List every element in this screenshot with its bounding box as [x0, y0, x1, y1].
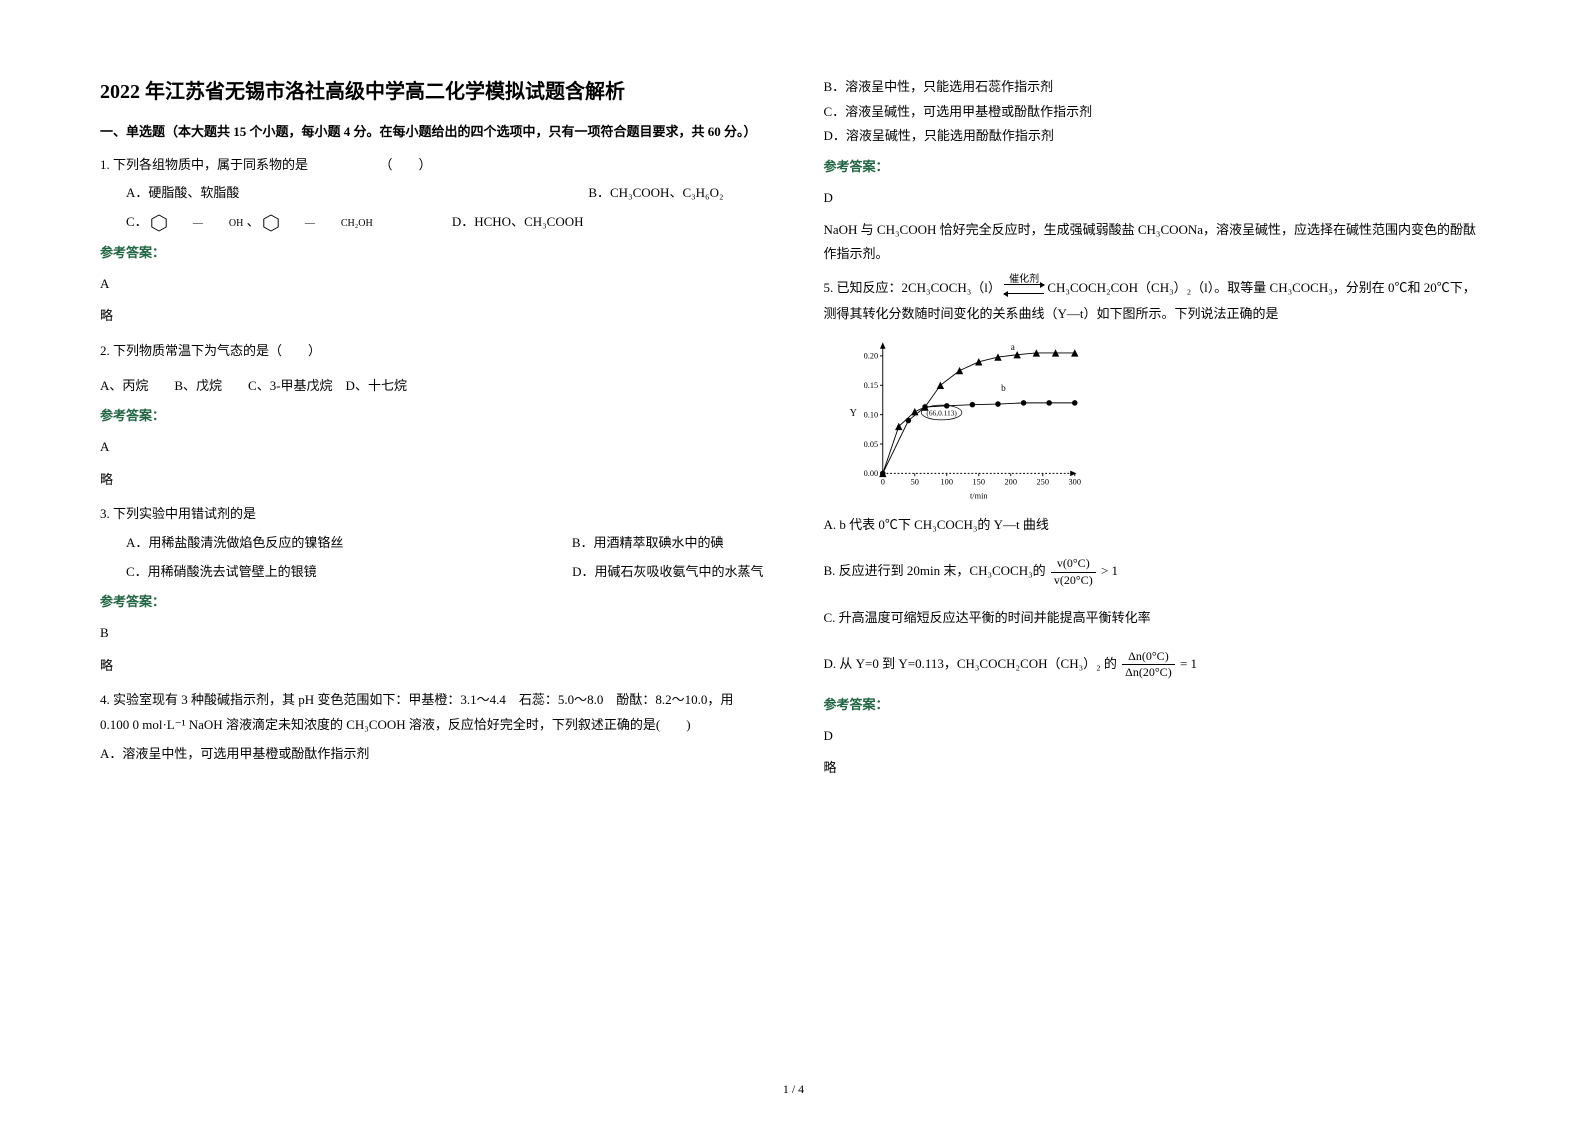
svg-text:0.05: 0.05	[863, 440, 878, 449]
svg-text:250: 250	[1036, 478, 1048, 487]
svg-text:100: 100	[940, 478, 952, 487]
q4-stem: 4. 实验室现有 3 种酸碱指示剂，其 pH 变色范围如下：甲基橙：3.1～4.…	[100, 688, 764, 737]
frac-num: v(0°C)	[1051, 556, 1096, 573]
q4-option-a: A．溶液呈中性，可选用甲基橙或酚酞作指示剂	[100, 742, 764, 767]
frac-den: v(20°C)	[1051, 573, 1096, 589]
q3-option-c: C．用稀硝酸洗去试管壁上的银镜	[100, 560, 317, 585]
q5-stem: 5. 已知反应：2CH₃COCH₃（l） 催化剂 CH₃COCH₂COH（CH₃…	[824, 275, 1488, 327]
equilibrium-arrow-icon: 催化剂	[1004, 282, 1044, 296]
answer-label: 参考答案：	[824, 155, 1488, 180]
page-container: 2022 年江苏省无锡市洛社高级中学高二化学模拟试题含解析 一、单选题（本大题共…	[100, 75, 1487, 1055]
q2-brief: 略	[100, 468, 764, 493]
q5-chart: 0.00 0.05 0.10 0.15 0.20 0 50 100 150 200 250 300 t/…	[844, 333, 1084, 503]
svg-text:b: b	[1001, 383, 1006, 393]
q2-stem: 2. 下列物质常温下为气态的是（ ）	[100, 339, 764, 364]
q5-option-c: C. 升高温度可缩短反应达平衡的时间并能提高平衡转化率	[824, 606, 1488, 631]
q3-answer: B	[100, 621, 764, 646]
question-2: 2. 下列物质常温下为气态的是（ ） A、丙烷 B、戊烷 C、3-甲基戊烷 D、…	[100, 339, 764, 492]
right-column: B．溶液呈中性，只能选用石蕊作指示剂 C．溶液呈碱性，可选用甲基橙或酚酞作指示剂…	[824, 75, 1488, 1055]
benzene-oh-icon: —OH	[151, 214, 243, 233]
q1-option-b: B．CH₃COOH、C₃H₆O₂	[588, 181, 723, 206]
q4-option-d: D．溶液呈碱性，只能选用酚酞作指示剂	[824, 124, 1488, 149]
q3-brief: 略	[100, 654, 764, 679]
svg-text:0: 0	[880, 478, 884, 487]
question-4-cont: B．溶液呈中性，只能选用石蕊作指示剂 C．溶液呈碱性，可选用甲基橙或酚酞作指示剂…	[824, 75, 1488, 265]
q5-option-b: B. 反应进行到 20min 末，CH₃COCH₃的 v(0°C) v(20°C…	[824, 556, 1488, 588]
svg-text:50: 50	[910, 478, 918, 487]
q2-options: A、丙烷 B、戊烷 C、3-甲基戊烷 D、十七烷	[100, 374, 764, 399]
fraction-icon: v(0°C) v(20°C)	[1051, 556, 1096, 588]
answer-label: 参考答案：	[100, 590, 764, 615]
q1-answer: A	[100, 272, 764, 297]
q4-option-c: C．溶液呈碱性，可选用甲基橙或酚酞作指示剂	[824, 100, 1488, 125]
svg-text:(66,0.113): (66,0.113)	[926, 409, 957, 418]
svg-text:200: 200	[1004, 478, 1016, 487]
svg-text:Y: Y	[849, 408, 857, 419]
question-3: 3. 下列实验中用错试剂的是 A．用稀盐酸清洗做焰色反应的镍铬丝 B．用酒精萃取…	[100, 502, 764, 678]
q1-option-d: D．HCHO、CH₃COOH	[452, 210, 584, 235]
q5-optd-prefix: D. 从 Y=0 到 Y=0.113，CH₃COCH₂COH（CH₃）₂ 的	[824, 656, 1121, 671]
q1-optc-r2: CH₂OH	[315, 214, 373, 233]
question-5: 5. 已知反应：2CH₃COCH₃（l） 催化剂 CH₃COCH₂COH（CH₃…	[824, 275, 1488, 781]
q4-explanation: NaOH 与 CH₃COOH 恰好完全反应时，生成强碱弱酸盐 CH₃COONa，…	[824, 218, 1488, 265]
svg-text:0.10: 0.10	[863, 411, 878, 420]
q3-option-a: A．用稀盐酸清洗做焰色反应的镍铬丝	[100, 531, 343, 556]
svg-text:0.00: 0.00	[863, 469, 878, 478]
q5-stem-prefix: 5. 已知反应：2CH₃COCH₃（l）	[824, 280, 1001, 295]
q1-optc-prefix: C．	[126, 214, 148, 229]
q5-option-d: D. 从 Y=0 到 Y=0.113，CH₃COCH₂COH（CH₃）₂ 的 Δ…	[824, 649, 1488, 681]
svg-text:0.20: 0.20	[863, 352, 878, 361]
q4-answer: D	[824, 186, 1488, 211]
catalyst-label: 催化剂	[1009, 270, 1039, 290]
frac-den: Δn(20°C)	[1122, 665, 1175, 681]
page-title: 2022 年江苏省无锡市洛社高级中学高二化学模拟试题含解析	[100, 75, 764, 104]
q1-optc-r1: OH	[203, 214, 243, 233]
q4-option-b: B．溶液呈中性，只能选用石蕊作指示剂	[824, 75, 1488, 100]
q5-optb-suffix: > 1	[1101, 563, 1118, 578]
q3-option-b: B．用酒精萃取碘水中的碘	[572, 531, 724, 556]
q5-brief: 略	[824, 756, 1488, 781]
q1-stem: 1. 下列各组物质中，属于同系物的是 （ ）	[100, 153, 764, 178]
frac-num: Δn(0°C)	[1122, 649, 1175, 666]
svg-text:a: a	[1010, 342, 1014, 352]
benzene-ch2oh-icon: —CH₂OH	[263, 214, 373, 233]
section-heading: 一、单选题（本大题共 15 个小题，每小题 4 分。在每小题给出的四个选项中，只…	[100, 122, 764, 143]
answer-label: 参考答案：	[824, 693, 1488, 718]
q1-option-a: A．硬脂酸、软脂酸	[100, 181, 239, 206]
left-column: 2022 年江苏省无锡市洛社高级中学高二化学模拟试题含解析 一、单选题（本大题共…	[100, 75, 764, 1055]
answer-label: 参考答案：	[100, 404, 764, 429]
svg-text:t/min: t/min	[970, 492, 988, 501]
question-1: 1. 下列各组物质中，属于同系物的是 （ ） A．硬脂酸、软脂酸 B．CH₃CO…	[100, 153, 764, 329]
question-4: 4. 实验室现有 3 种酸碱指示剂，其 pH 变色范围如下：甲基橙：3.1～4.…	[100, 688, 764, 766]
q5-answer: D	[824, 724, 1488, 749]
q1-option-c: C． —OH 、 —CH₂OH	[100, 210, 373, 235]
svg-text:300: 300	[1068, 478, 1080, 487]
answer-label: 参考答案：	[100, 241, 764, 266]
page-number: 1 / 4	[783, 1082, 804, 1097]
q1-brief: 略	[100, 304, 764, 329]
q5-optd-suffix: = 1	[1180, 656, 1197, 671]
q5-option-a: A. b 代表 0℃下 CH₃COCH₃的 Y—t 曲线	[824, 513, 1488, 538]
q1-optc-sep: 、	[247, 214, 263, 229]
q3-option-d: D．用碱石灰吸收氨气中的水蒸气	[572, 560, 763, 585]
fraction-icon: Δn(0°C) Δn(20°C)	[1122, 649, 1175, 681]
svg-text:150: 150	[972, 478, 984, 487]
q5-optb-prefix: B. 反应进行到 20min 末，CH₃COCH₃的	[824, 563, 1049, 578]
svg-text:0.15: 0.15	[863, 381, 878, 390]
q2-answer: A	[100, 435, 764, 460]
q3-stem: 3. 下列实验中用错试剂的是	[100, 502, 764, 527]
